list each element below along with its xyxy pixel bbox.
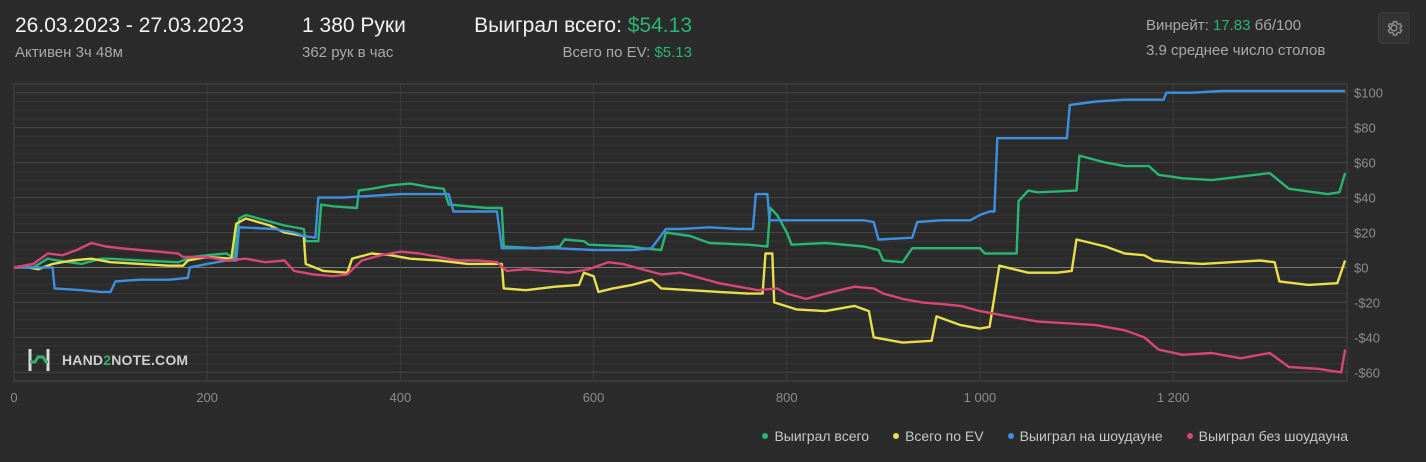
ev-value: $5.13 [654,44,692,61]
legend-item-non-showdown[interactable]: Выиграл без шоудауна [1186,428,1348,444]
x-tick-label: 0 [10,390,17,405]
date-range: 26.03.2023 - 27.03.2023 [15,14,244,37]
y-tick-label: $60 [1354,156,1376,171]
legend-dot [1007,433,1014,439]
x-tick-label: 400 [390,390,412,405]
legend-dot [762,433,769,439]
legend-label: Выиграл всего [774,428,870,444]
ev-total: Всего по EV: $5.13 [563,44,692,61]
legend-dot [893,433,900,439]
y-tick-label: -$20 [1354,295,1380,310]
series-line-4 [13,241,1347,374]
settings-button[interactable] [1378,12,1410,44]
legend-item-showdown[interactable]: Выиграл на шоудауне [1007,428,1163,444]
legend-item-ev[interactable]: Всего по EV [893,428,984,444]
hand2note-logo-text: HAND2NOTE.COM [62,352,189,368]
y-tick-label: $100 [1354,86,1383,101]
chart-legend: Выиграл всего Всего по EV Выиграл на шоу… [762,428,1348,444]
won-total-label: Выиграл всего: [474,14,622,37]
legend-label: Выиграл без шоудауна [1198,428,1348,444]
plot-border [13,83,1348,382]
legend-label: Выиграл на шоудауне [1019,428,1163,444]
y-tick-label: -$60 [1354,365,1380,380]
legend-dot [1186,433,1193,439]
y-tick-label: $0 [1354,260,1368,275]
hands-count: 1 380 Руки [302,14,406,37]
y-tick-label: $80 [1354,121,1376,136]
winrate-value: 17.83 [1212,17,1251,34]
hands-per-hour: 362 рук в час [302,44,394,61]
y-tick-label: $20 [1354,226,1376,241]
winrate-unit: бб/100 [1254,17,1302,34]
won-total-value: $54.13 [627,14,692,37]
legend-label: Всего по EV [905,428,984,444]
x-tick-label: 800 [776,390,798,405]
stats-header: 26.03.2023 - 27.03.2023 Активен 3ч 48м 1… [0,0,1426,80]
y-tick-label: $40 [1354,191,1376,206]
hand2note-logo-icon [28,349,50,371]
active-time: Активен 3ч 48м [15,44,123,61]
won-total: Выиграл всего: $54.13 [474,14,692,38]
hand2note-logo: HAND2NOTE.COM [26,347,188,373]
x-tick-label: 200 [196,390,218,405]
line-chart: $100 $80 $60 $40 $20 $0 -$20 -$40 -$60 0 200 400 600… [10,83,1383,405]
series-line-2 [14,217,1347,344]
y-tick-label: -$40 [1354,330,1380,345]
legend-item-won-total[interactable]: Выиграл всего [762,428,869,444]
chart-series [13,89,1347,374]
ev-label: Всего по EV: [562,44,651,61]
x-tick-label: 600 [583,390,605,405]
x-tick-label: 1 200 [1157,390,1190,405]
chart-axes: $100 $80 $60 $40 $20 $0 -$20 -$40 -$60 0 200 400 600… [10,86,1383,405]
series-line-1 [14,154,1347,269]
series-line-3 [14,89,1346,294]
winrate: Винрейт: 17.83 бб/100 [1146,17,1301,34]
x-tick-label: 1 000 [964,390,997,405]
gear-icon [1387,20,1403,36]
avg-tables: 3.9 среднее число столов [1146,42,1326,59]
chart-grid [13,83,1348,382]
winrate-label: Винрейт: [1146,17,1209,34]
